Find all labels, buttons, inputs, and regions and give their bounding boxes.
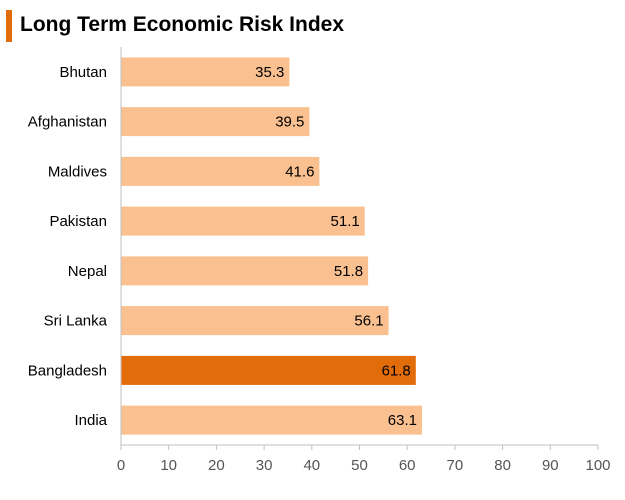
bar-nepal [121, 256, 369, 286]
bar-india [121, 405, 422, 435]
chart-title: Long Term Economic Risk Index [20, 13, 345, 36]
bar-afghanistan [121, 107, 310, 137]
x-tick-label: 100 [585, 457, 610, 474]
value-label: 63.1 [388, 412, 417, 429]
value-label: 51.8 [334, 263, 363, 280]
category-label: Bhutan [59, 64, 107, 81]
value-label: 35.3 [255, 64, 284, 81]
x-tick-label: 10 [160, 457, 177, 474]
value-label: 56.1 [354, 313, 383, 330]
bar-bhutan [121, 57, 290, 87]
title-accent-bar [6, 10, 12, 42]
value-label: 51.1 [331, 213, 360, 230]
bar-sri-lanka [121, 306, 389, 336]
bar-bangladesh [121, 355, 416, 385]
x-tick-label: 90 [542, 457, 559, 474]
value-label: 61.8 [382, 362, 411, 379]
category-label: Pakistan [49, 213, 107, 230]
bar-maldives [121, 156, 320, 186]
x-tick-label: 70 [447, 457, 464, 474]
value-label: 39.5 [275, 114, 304, 131]
x-tick-label: 60 [399, 457, 416, 474]
category-label: Bangladesh [28, 362, 107, 379]
value-label: 41.6 [285, 163, 314, 180]
category-label: Afghanistan [28, 114, 107, 131]
x-tick-label: 80 [494, 457, 511, 474]
x-tick-label: 20 [208, 457, 225, 474]
bar-pakistan [121, 206, 365, 236]
x-tick-label: 50 [351, 457, 368, 474]
x-tick-label: 30 [256, 457, 273, 474]
x-tick-label: 0 [117, 457, 125, 474]
category-label: Sri Lanka [44, 313, 108, 330]
category-label: Maldives [48, 163, 107, 180]
x-tick-label: 40 [303, 457, 320, 474]
category-label: India [74, 412, 107, 429]
category-label: Nepal [68, 263, 107, 280]
